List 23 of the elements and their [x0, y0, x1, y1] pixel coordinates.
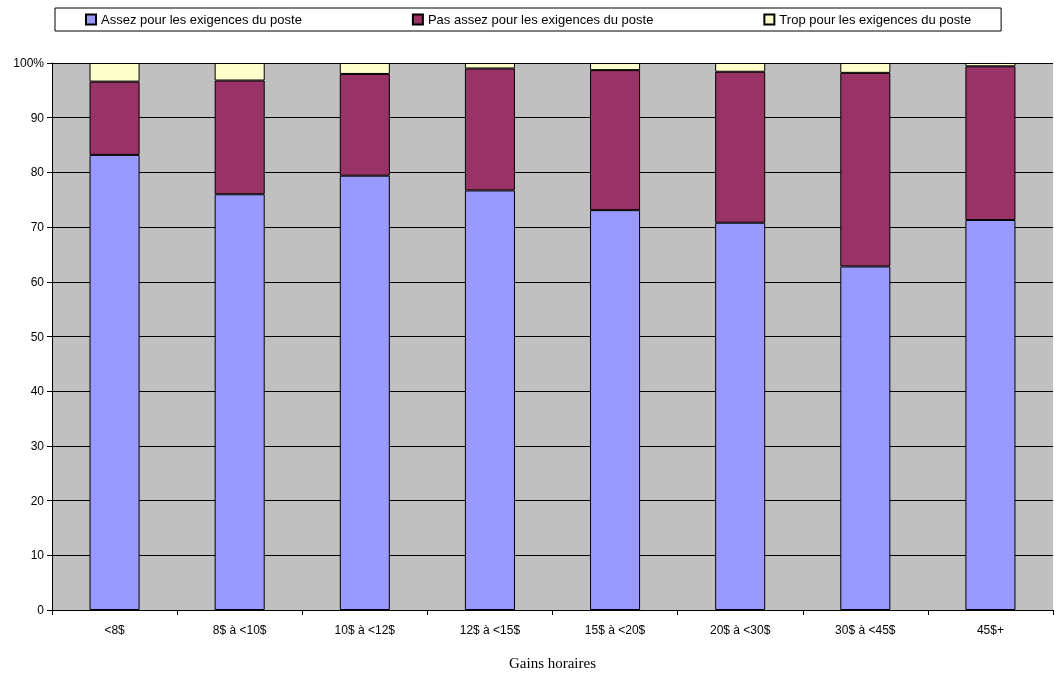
y-tick-label: 20	[30, 493, 45, 508]
legend-label: Assez pour les exigences du poste	[101, 12, 302, 27]
y-tick-label: 50	[30, 329, 45, 344]
y-tick-label: 90	[30, 110, 45, 125]
legend-label: Pas assez pour les exigences du poste	[427, 12, 654, 27]
legend-label: Trop pour les exigences du poste	[779, 12, 972, 27]
x-tick-label: 10$ à <12$	[334, 623, 396, 637]
x-tick-label: 45$+	[976, 623, 1004, 637]
x-tick-label: 20$ à <30$	[709, 623, 771, 637]
y-tick-label: 40	[30, 384, 45, 399]
x-tick-label: <8$	[104, 623, 126, 637]
y-tick-label: 0	[37, 603, 45, 617]
y-tick-label: 100%	[13, 56, 45, 70]
y-tick-label: 80	[30, 165, 45, 180]
y-tick-label: 10	[30, 548, 45, 563]
x-axis-title: Gains horaires	[508, 654, 597, 671]
x-tick-label: 8$ à <10$	[212, 623, 267, 637]
x-tick-label: 12$ à <15$	[459, 623, 521, 637]
y-tick-label: 30	[30, 438, 45, 453]
x-tick-label: 15$ à <20$	[584, 623, 646, 637]
x-tick-label: 30$ à <45$	[835, 623, 896, 637]
y-tick-label: 70	[30, 220, 45, 235]
y-tick-label: 60	[30, 274, 45, 289]
